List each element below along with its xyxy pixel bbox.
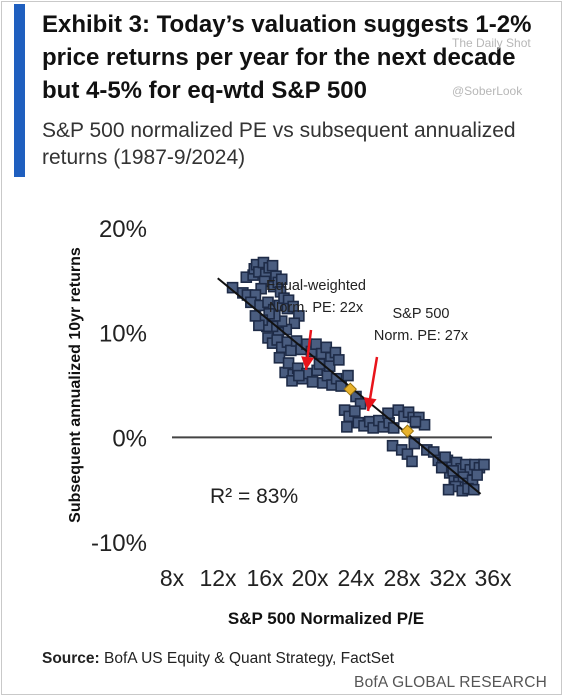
x-tick-label: 12x: [199, 565, 237, 591]
brand-footer: BofA GLOBAL RESEARCH: [354, 674, 547, 691]
highlight-layer: [301, 329, 415, 438]
data-point: [335, 380, 347, 392]
data-point: [478, 458, 490, 471]
x-tick-label: 32x: [429, 565, 467, 591]
data-point: [249, 310, 262, 322]
data-point: [288, 317, 301, 330]
y-axis-label: Subsequent annualized 10yr returns: [67, 247, 84, 523]
data-point: [349, 405, 361, 417]
data-point: [341, 421, 353, 433]
x-tick-label: 16x: [246, 565, 284, 591]
axis-layer: 20% 10% 0% -10% 8x 12x 16x 20x 24x 28x 32x 36x S&P 5…: [67, 216, 512, 628]
highlight-point: [400, 424, 415, 438]
data-point: [263, 308, 275, 320]
callout-label: Equal-weighted: [266, 278, 366, 294]
x-axis-label: S&P 500 Normalized P/E: [228, 609, 424, 628]
data-point: [409, 415, 422, 428]
callout-label: Norm. PE: 22x: [269, 300, 364, 316]
data-point: [266, 259, 279, 272]
data-point: [467, 483, 480, 496]
data-point: [442, 483, 455, 496]
callout-arrow-head: [301, 356, 315, 370]
scatter-chart: 20% 10% 0% -10% 8x 12x 16x 20x 24x 28x 32x 36x S&P 5…: [67, 216, 512, 628]
callout-label: Norm. PE: 27x: [374, 328, 469, 344]
data-point: [306, 376, 319, 388]
callout-arrow-head: [363, 397, 377, 411]
x-tick-label: 28x: [383, 565, 421, 591]
y-tick-label: 0%: [112, 425, 147, 452]
y-tick-label: 10%: [99, 321, 147, 348]
x-tick-label: 36x: [474, 565, 512, 591]
y-tick-label: 20%: [99, 216, 147, 243]
x-tick-label: 24x: [337, 565, 375, 591]
data-point: [293, 369, 305, 382]
data-point: [342, 369, 354, 382]
data-point: [439, 451, 451, 464]
page-title: Exhibit 3: Today’s valuation suggests 1-…: [42, 11, 532, 104]
data-point: [253, 319, 265, 332]
data-point: [275, 273, 288, 286]
data-point: [406, 455, 418, 468]
callout-label: S&P 500: [393, 306, 450, 322]
points-layer: [226, 256, 490, 497]
data-point: [285, 344, 297, 357]
source-note: Source: BofA US Equity & Quant Strategy,…: [42, 650, 394, 668]
source-label: Source:: [42, 650, 100, 667]
data-point: [471, 469, 483, 481]
y-tick-label: -10%: [91, 530, 147, 557]
x-tick-label: 20x: [291, 565, 329, 591]
chart-subtitle: S&P 500 normalized PE vs subsequent annu…: [42, 119, 516, 169]
watermark-soberlook: @SoberLook: [452, 84, 523, 98]
highlight-point: [343, 382, 357, 396]
x-tick-label: 8x: [160, 565, 185, 591]
accent-bar: [14, 4, 25, 177]
data-point: [313, 358, 326, 370]
source-text: BofA US Equity & Quant Strategy, FactSet: [99, 650, 395, 667]
annotation-layer: Equal-weighted Norm. PE: 22x S&P 500 Norm. …: [210, 278, 469, 508]
data-point: [333, 354, 345, 366]
r-squared-annotation: R² = 83%: [210, 485, 298, 508]
watermark-daily-shot: The Daily Shot: [452, 36, 531, 50]
data-point: [310, 338, 322, 350]
